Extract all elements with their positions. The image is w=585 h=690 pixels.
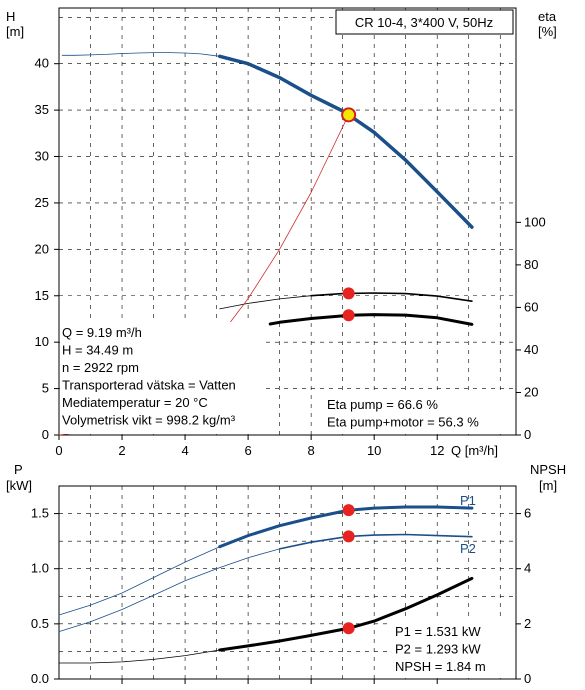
y-left-tick-label: 20 — [35, 241, 49, 256]
y-label-npsh: NPSH — [530, 462, 566, 477]
bottom-panel-ticks: 0.0 0.5 1.0 1.5 0 2 4 6 — [31, 506, 531, 686]
operating-point-marker — [342, 622, 355, 635]
p1-curve-thin — [58, 546, 221, 616]
power-info-line: NPSH = 1.84 m — [395, 659, 486, 674]
operating-point-marker — [342, 530, 355, 543]
x-tick-label: 4 — [181, 443, 188, 458]
operating-point-marker — [342, 287, 355, 300]
y-label-eta-unit: [%] — [538, 24, 557, 39]
y-label-power: P — [14, 462, 23, 477]
y-left-tick-label: 15 — [35, 288, 49, 303]
bottom-panel-frame — [58, 485, 517, 680]
info-line: Transporterad vätska = Vatten — [62, 378, 236, 393]
y-label-head: H — [6, 9, 15, 24]
p2-curve-thin — [58, 548, 281, 632]
head-curve — [217, 54, 474, 229]
y-right-tick-label: 0 — [524, 427, 531, 442]
power-info-box — [390, 619, 514, 678]
y-right-tick-label: 6 — [524, 506, 531, 521]
y-right-tick-label: 100 — [524, 214, 546, 229]
operating-point-marker — [342, 504, 355, 517]
eta-info-box — [322, 392, 515, 434]
duty-point-marker — [341, 107, 357, 123]
info-line: n = 2922 rpm — [62, 360, 139, 375]
power-info-line: P2 = 1.293 kW — [395, 642, 481, 657]
series-label-p2: P2 — [460, 541, 476, 556]
y-left-tick-label: 0 — [42, 427, 49, 442]
y-left-tick-label: 5 — [42, 381, 49, 396]
title-box — [335, 9, 514, 35]
head-curve-thin — [61, 52, 221, 57]
y-left-tick-label: 40 — [35, 56, 49, 71]
x-tick-label: 10 — [367, 443, 381, 458]
info-line: Mediatemperatur = 20 °C — [62, 395, 208, 410]
y-label-npsh-unit: [m] — [539, 478, 557, 493]
info-line: Volymetrisk vikt = 998.2 kg/m³ — [62, 413, 236, 428]
y-right-tick-label: 2 — [524, 616, 531, 631]
y-label-eta: eta — [538, 9, 557, 24]
y-left-tick-label: 1.0 — [31, 561, 49, 576]
npsh-curve-thin — [58, 649, 221, 664]
y-left-tick-label: 1.5 — [31, 506, 49, 521]
top-panel-ticks: 0 2 4 6 8 10 12 0 5 10 15 20 25 30 35 40 0 20 40 60 80 100 — [35, 56, 546, 458]
series-label-p1: P1 — [460, 493, 476, 508]
info-box — [60, 322, 266, 434]
x-tick-label: 0 — [55, 443, 62, 458]
info-line: H = 34.49 m — [62, 343, 133, 358]
power-info-line: P1 = 1.531 kW — [395, 624, 481, 639]
eta-info-line: Eta pump+motor = 56.3 % — [327, 415, 479, 430]
y-left-tick-label: 0.5 — [31, 616, 49, 631]
y-left-tick-label: 25 — [35, 195, 49, 210]
y-left-tick-label: 35 — [35, 102, 49, 117]
y-right-tick-label: 40 — [524, 342, 538, 357]
y-right-tick-label: 0 — [524, 671, 531, 686]
x-tick-label: 12 — [430, 443, 444, 458]
y-left-tick-label: 0.0 — [31, 671, 49, 686]
y-right-tick-label: 60 — [524, 299, 538, 314]
y-left-tick-label: 30 — [35, 149, 49, 164]
y-right-tick-label: 4 — [524, 561, 531, 576]
x-tick-label: 8 — [308, 443, 315, 458]
eta_pump-curve — [310, 292, 473, 303]
bottom-panel-operating-points — [342, 504, 355, 635]
operating-point-info: Q = 9.19 m³/h H = 34.49 m n = 2922 rpm Tran… — [62, 325, 236, 428]
y-left-tick-label: 10 — [35, 334, 49, 349]
y-right-tick-label: 20 — [524, 384, 538, 399]
p2-curve — [278, 533, 473, 550]
y-label-head-unit: [m] — [6, 24, 24, 39]
efficiency-info: Eta pump = 66.6 % Eta pump+motor = 56.3 % — [327, 397, 479, 430]
info-line: Q = 9.19 m³/h — [62, 325, 142, 340]
top-panel-frame — [58, 7, 517, 436]
x-label-flow: Q [m³/h] — [451, 443, 498, 458]
operating-point-marker — [342, 309, 355, 322]
top-panel-grid — [59, 8, 516, 435]
x-tick-label: 6 — [244, 443, 251, 458]
eta_pump_motor-curve — [268, 313, 474, 326]
eta-info-line: Eta pump = 66.6 % — [327, 397, 438, 412]
y-label-power-unit: [kW] — [6, 478, 32, 493]
top-panel-operating-points — [341, 107, 357, 322]
y-right-tick-label: 80 — [524, 257, 538, 272]
x-tick-label: 2 — [118, 443, 125, 458]
chart-title: CR 10-4, 3*400 V, 50Hz — [355, 15, 493, 30]
eta_pump-curve-thin — [219, 295, 312, 310]
power-info: P1 = 1.531 kW P2 = 1.293 kW NPSH = 1.84 m — [395, 624, 486, 674]
